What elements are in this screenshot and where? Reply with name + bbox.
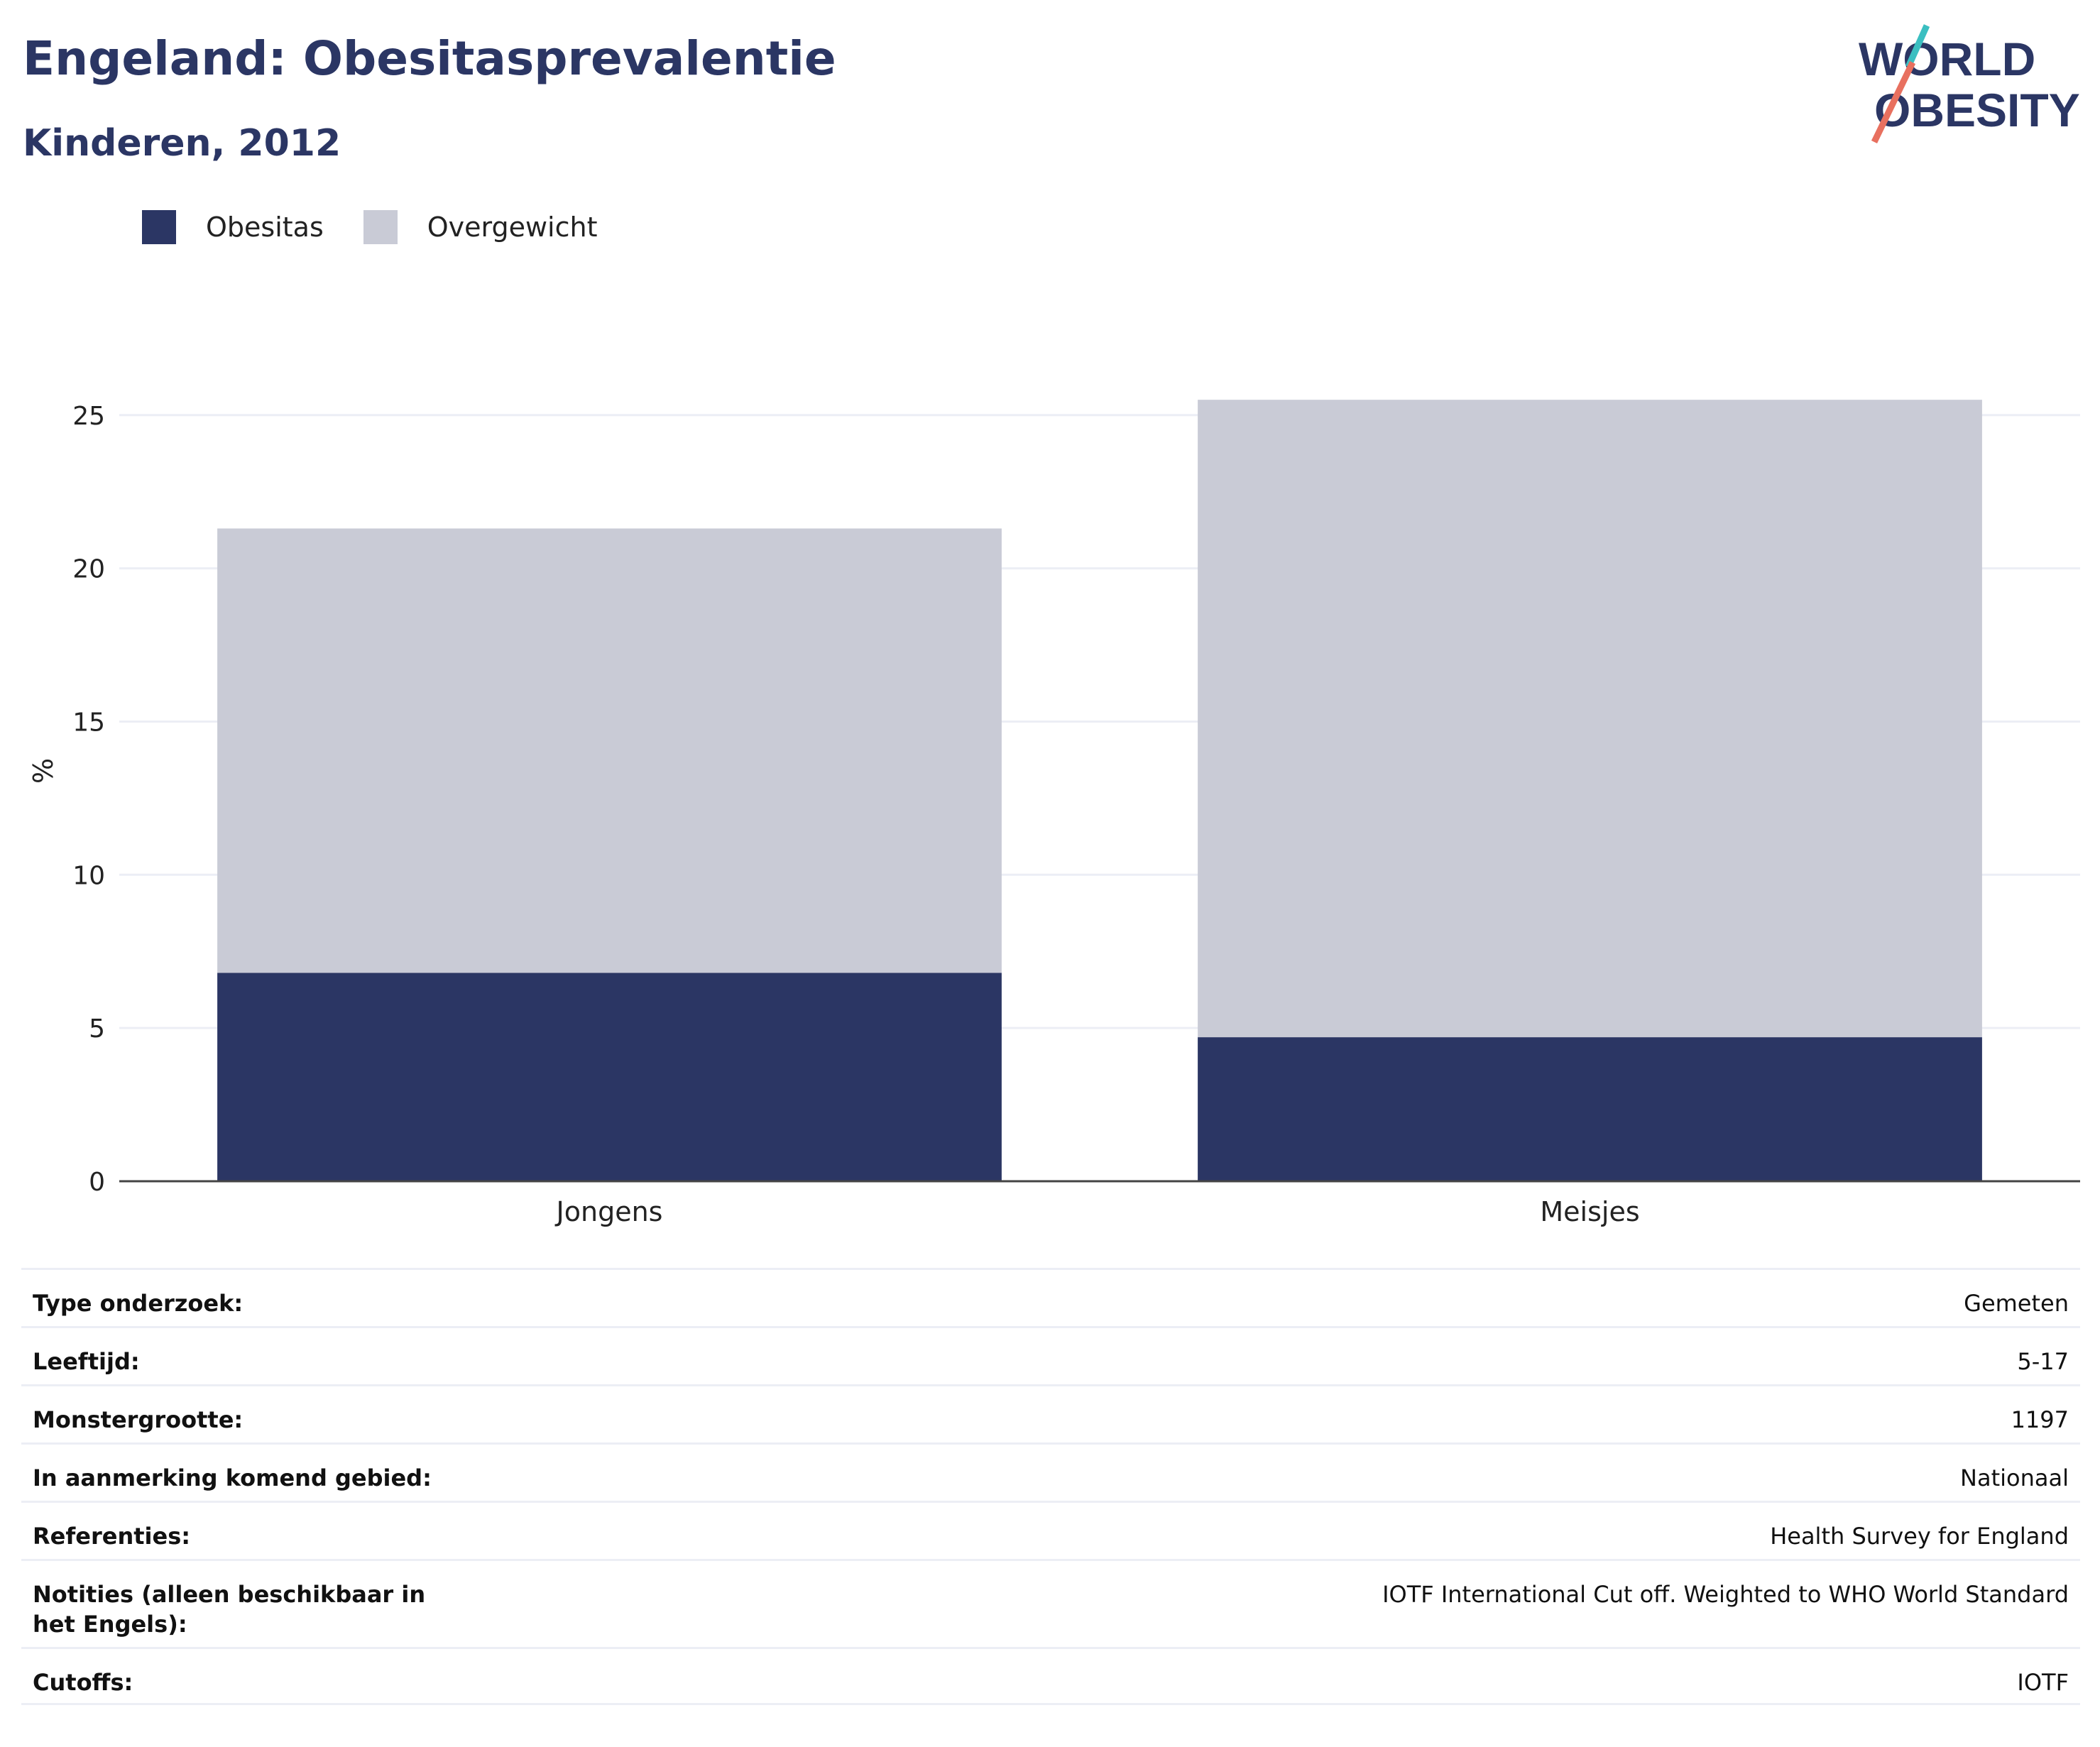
- metadata-label: Referenties:: [33, 1523, 191, 1550]
- chart-legend: Obesitas Overgewicht: [142, 210, 638, 244]
- x-tick-label: Meisjes: [1540, 1196, 1639, 1227]
- y-tick-label: 20: [72, 555, 105, 584]
- bar-obesitas-jongens[interactable]: [217, 973, 1002, 1181]
- x-axis-ticks: Jongens Meisjes: [555, 1196, 1640, 1227]
- bar-overgewicht-meisjes[interactable]: [1198, 400, 1982, 1038]
- metadata-value: 1197: [2011, 1406, 2069, 1433]
- metadata-row: Cutoffs: IOTF: [21, 1647, 2080, 1705]
- metadata-value: 5-17: [2017, 1348, 2069, 1375]
- world-obesity-logo: WORLD OBESITY: [1859, 24, 2080, 143]
- metadata-label: In aanmerking komend gebied:: [33, 1464, 432, 1491]
- chart-subtitle: Kinderen, 2012: [23, 122, 341, 165]
- y-axis-label: %: [28, 758, 59, 784]
- metadata-table: Type onderzoek: Gemeten Leeftijd: 5-17 Monst…: [21, 1268, 2080, 1705]
- metadata-row: Referenties: Health Survey for England: [21, 1501, 2080, 1559]
- metadata-label: Type onderzoek:: [33, 1290, 244, 1317]
- metadata-label: Monstergrootte:: [33, 1406, 244, 1433]
- metadata-value: IOTF: [2017, 1669, 2069, 1696]
- legend-label-obesitas: Obesitas: [206, 212, 324, 243]
- y-tick-label: 0: [89, 1168, 105, 1197]
- y-tick-label: 10: [72, 861, 105, 890]
- chart-title: Engeland: Obesitasprevalentie: [23, 31, 836, 86]
- logo-slash-coral: [1871, 61, 1916, 143]
- metadata-row: Type onderzoek: Gemeten: [21, 1268, 2080, 1326]
- bar-overgewicht-jongens[interactable]: [217, 528, 1002, 973]
- logo-text-line2: OBESITY: [1874, 84, 2080, 136]
- logo-text-line1: WORLD: [1859, 33, 2035, 85]
- metadata-row: Leeftijd: 5-17: [21, 1326, 2080, 1384]
- legend-label-overgewicht: Overgewicht: [427, 212, 598, 243]
- metadata-value: IOTF International Cut off. Weighted to …: [1382, 1581, 2069, 1608]
- metadata-label: Notities (alleen beschikbaar in het Enge…: [33, 1581, 426, 1638]
- metadata-value: Nationaal: [1960, 1464, 2069, 1491]
- metadata-label: Cutoffs:: [33, 1669, 133, 1696]
- metadata-row: Monstergrootte: 1197: [21, 1384, 2080, 1442]
- metadata-row: Notities (alleen beschikbaar in het Enge…: [21, 1559, 2080, 1647]
- metadata-label: Leeftijd:: [33, 1348, 140, 1375]
- y-tick-label: 5: [89, 1014, 105, 1044]
- metadata-value: Gemeten: [1964, 1290, 2069, 1317]
- y-axis-ticks: 0 5 10 15 20 25: [72, 402, 105, 1197]
- legend-item-obesitas[interactable]: Obesitas: [142, 210, 324, 244]
- y-tick-label: 15: [72, 708, 105, 737]
- stacked-bar-chart: 0 5 10 15 20 25 Jongens Meisjes %: [28, 400, 2080, 1227]
- metadata-value: Health Survey for England: [1770, 1523, 2069, 1550]
- bars: [217, 400, 1982, 1181]
- bar-obesitas-meisjes[interactable]: [1198, 1037, 1982, 1181]
- x-tick-label: Jongens: [555, 1196, 663, 1227]
- y-tick-label: 25: [72, 402, 105, 431]
- legend-swatch-obesitas: [142, 210, 176, 244]
- legend-swatch-overgewicht: [363, 210, 398, 244]
- metadata-row: In aanmerking komend gebied: Nationaal: [21, 1442, 2080, 1501]
- logo-slash-teal: [1905, 24, 1930, 68]
- legend-item-overgewicht[interactable]: Overgewicht: [363, 210, 598, 244]
